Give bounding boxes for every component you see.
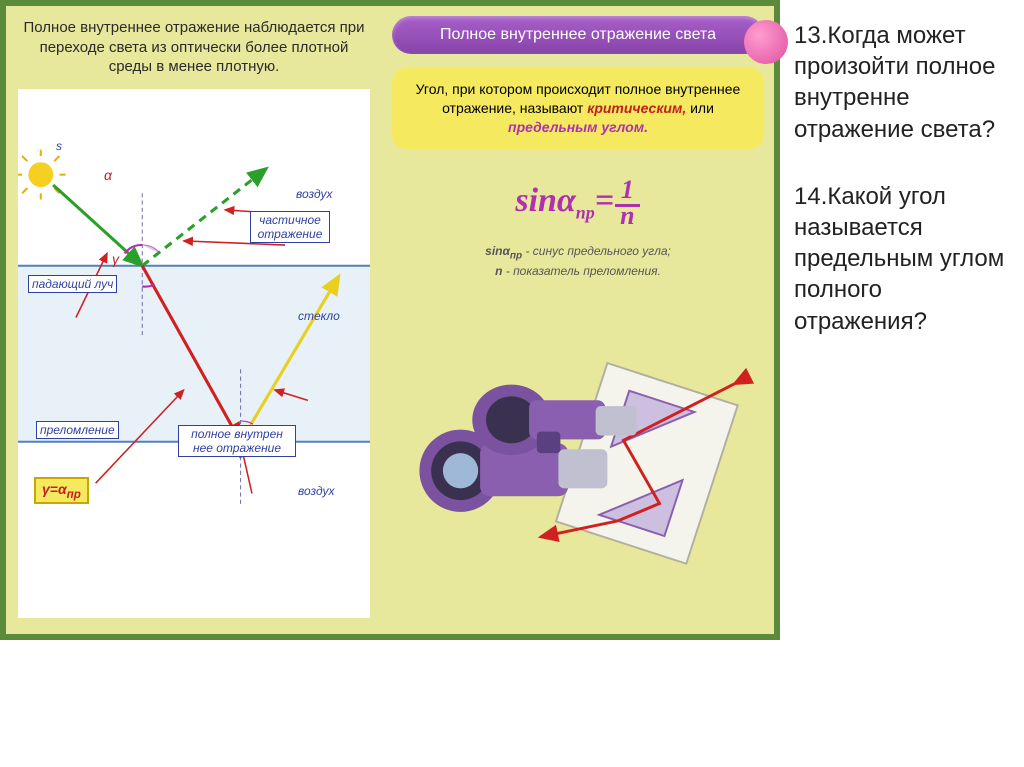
intro-text: Полное внутреннее отражение наблюдается … (14, 18, 374, 85)
label-refraction: преломление (36, 421, 119, 439)
decorative-dot (744, 20, 788, 64)
label-total: полное внутрен нее отражение (178, 425, 296, 457)
label-incident: падающий луч (28, 275, 117, 293)
diagram-section: Полное внутреннее отражение наблюдается … (6, 6, 382, 634)
questions-panel: 13.Когда может произойти полное внутренн… (780, 0, 1024, 767)
info-section: Полное внутреннее отражение света Угол, … (382, 6, 774, 634)
definitions: sinαпр - синус предельного угла; n - пок… (392, 243, 764, 280)
question-14: 14.Какой угол называется предельным угло… (794, 181, 1010, 337)
label-glass: стекло (298, 309, 340, 323)
angle-definition-box: Угол, при котором происходит полное внут… (392, 68, 764, 149)
label-air-top: воздух (296, 187, 332, 201)
label-partial: частичное отражение (250, 211, 330, 243)
section-title: Полное внутреннее отражение света (392, 16, 764, 54)
label-alpha: α (104, 167, 112, 183)
infographic-panel: Полное внутреннее отражение наблюдается … (0, 0, 780, 640)
diagram-svg (18, 89, 370, 619)
label-s: s (56, 139, 62, 153)
formula: sinαпр=1n (392, 177, 764, 229)
ray-diagram: s α γ воздух стекло воздух падающий луч … (18, 89, 370, 619)
label-gamma: γ (112, 251, 119, 267)
formula-box: γ=αпр (34, 477, 89, 505)
question-13: 13.Когда может произойти полное внутренн… (794, 20, 1010, 145)
label-air-bottom: воздух (298, 484, 334, 498)
binoculars-illustration (392, 288, 764, 624)
